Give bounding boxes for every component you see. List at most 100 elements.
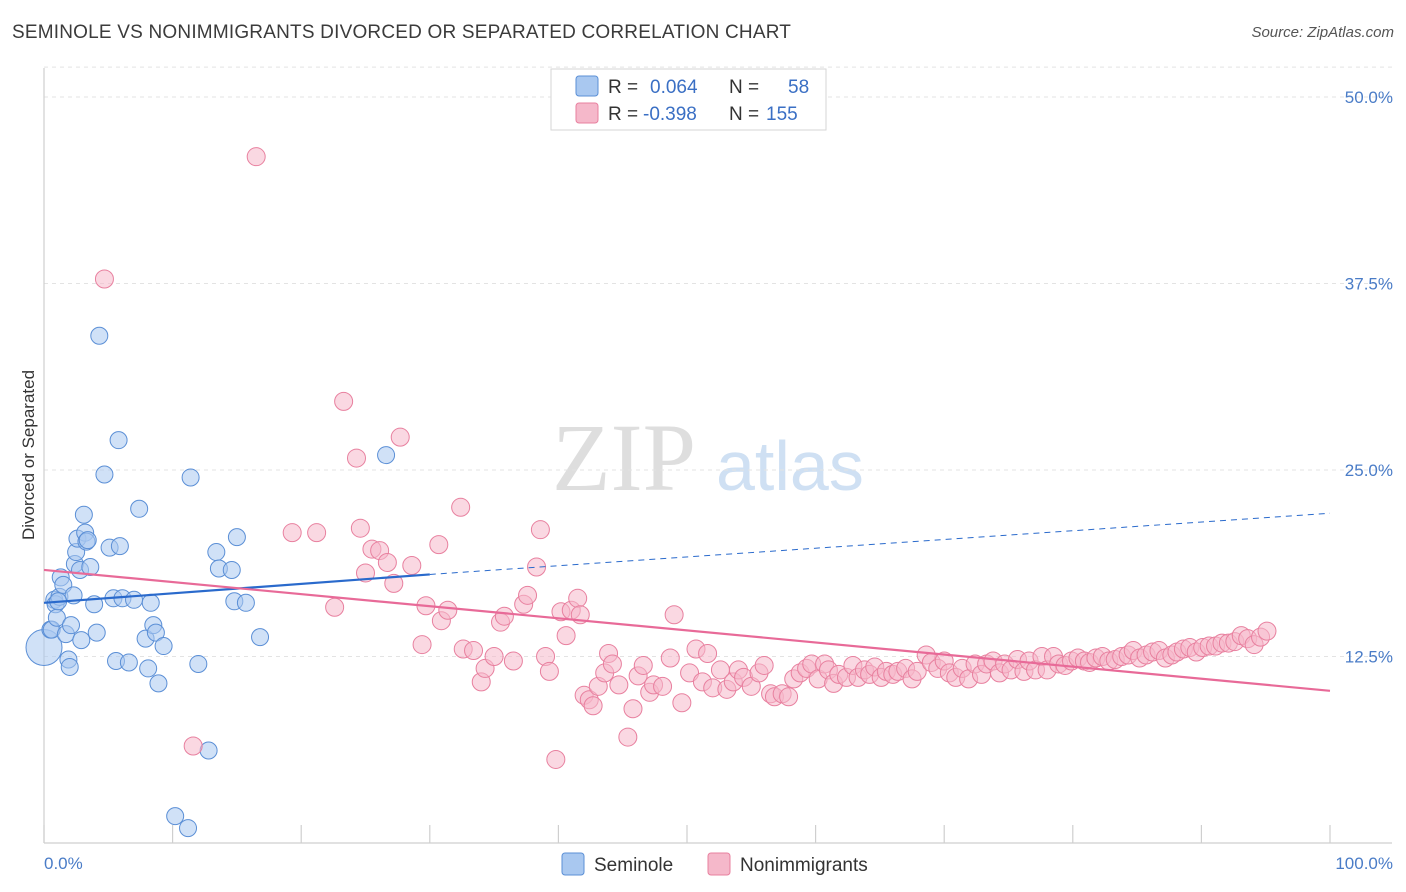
legend-r-value-1: 0.064 bbox=[650, 77, 698, 98]
nonimmigrants-point bbox=[546, 749, 566, 769]
y-axis-title: Divorced or Separated bbox=[19, 370, 38, 540]
nonimmigrants-trend-line bbox=[43, 568, 1331, 692]
nonimmigrants-point bbox=[484, 647, 504, 666]
nonimmigrants-point bbox=[356, 563, 375, 583]
source-label: Source: ZipAtlas.com bbox=[1251, 24, 1394, 41]
seminole-point bbox=[179, 819, 198, 838]
seminole-point bbox=[74, 505, 93, 524]
nonimmigrants-point bbox=[334, 391, 354, 411]
nonimmigrants-point bbox=[464, 641, 484, 661]
seminole-point bbox=[62, 616, 81, 635]
seminole-point bbox=[81, 557, 100, 576]
legend-n-label-2: N = bbox=[729, 104, 759, 125]
chart-title: SEMINOLE VS NONIMMIGRANTS DIVORCED OR SE… bbox=[12, 22, 792, 43]
nonimmigrants-point bbox=[94, 269, 114, 289]
seminole-point bbox=[110, 537, 129, 556]
nonimmigrants-point bbox=[282, 523, 302, 543]
seminole-point bbox=[154, 637, 173, 656]
y-tick-label: 37.5% bbox=[1345, 275, 1393, 294]
nonimmigrants-point bbox=[653, 676, 673, 696]
nonimmigrants-point bbox=[754, 655, 774, 675]
seminole-point bbox=[139, 659, 158, 678]
legend: R = 0.064 N = 58 R = -0.398 N = 155 bbox=[550, 68, 827, 131]
nonimmigrants-point bbox=[183, 736, 203, 756]
y-tick-label: 12.5% bbox=[1345, 648, 1393, 667]
watermark-atlas: atlas bbox=[716, 427, 864, 505]
seminole-point bbox=[141, 593, 160, 612]
nonimmigrants-point bbox=[568, 588, 588, 608]
legend-n-value-2: 155 bbox=[766, 104, 798, 125]
nonimmigrants-point bbox=[429, 535, 449, 555]
trend-lines bbox=[43, 512, 1331, 692]
nonimmigrants-point bbox=[623, 699, 643, 719]
nonimmigrants-point bbox=[390, 427, 410, 447]
nonimmigrants-point bbox=[602, 654, 622, 674]
nonimmigrants-point bbox=[618, 727, 638, 747]
seminole-points bbox=[25, 326, 396, 838]
seminole-point bbox=[130, 499, 149, 518]
legend-swatch-nonimmigrants bbox=[575, 102, 599, 124]
seminole-point bbox=[119, 653, 138, 672]
seminole-point bbox=[222, 560, 241, 579]
x-tick-label: 0.0% bbox=[44, 854, 83, 873]
seminole-point bbox=[78, 531, 97, 550]
seminole-point bbox=[189, 654, 208, 673]
nonimmigrants-point bbox=[325, 597, 345, 617]
nonimmigrants-point bbox=[451, 497, 471, 517]
nonimmigrants-point bbox=[412, 635, 432, 655]
x-tick-label: 100.0% bbox=[1335, 854, 1393, 873]
nonimmigrants-point bbox=[583, 696, 603, 716]
seminole-point bbox=[236, 593, 255, 612]
nonimmigrants-point bbox=[609, 675, 629, 695]
nonimmigrants-point bbox=[307, 523, 327, 543]
nonimmigrants-point bbox=[556, 626, 576, 646]
y-tick-label: 50.0% bbox=[1345, 88, 1393, 107]
nonimmigrants-point bbox=[350, 518, 370, 538]
watermark-zip: ZIP bbox=[552, 404, 696, 511]
seminole-point bbox=[377, 446, 396, 465]
legend-n-label-1: N = bbox=[729, 77, 759, 98]
bottom-legend-swatch-seminole bbox=[561, 852, 585, 876]
nonimmigrants-point bbox=[384, 573, 404, 593]
tick-labels: 12.5% 25.0% 37.5% 50.0% 0.0% 100.0% bbox=[44, 88, 1393, 873]
nonimmigrants-point bbox=[494, 606, 514, 626]
nonimmigrants-point bbox=[664, 605, 684, 625]
seminole-point bbox=[149, 674, 168, 693]
nonimmigrants-point bbox=[672, 693, 692, 713]
seminole-point bbox=[87, 623, 106, 642]
seminole-point bbox=[109, 431, 128, 450]
legend-r-label-1: R = bbox=[608, 77, 638, 98]
seminole-point bbox=[166, 807, 185, 826]
nonimmigrants-point bbox=[1257, 621, 1277, 641]
nonimmigrants-point bbox=[346, 448, 366, 468]
bottom-legend-seminole: Seminole bbox=[594, 855, 673, 876]
seminole-point bbox=[60, 657, 79, 676]
seminole-trend-extension bbox=[429, 512, 1331, 575]
nonimmigrants-point bbox=[779, 687, 799, 707]
nonimmigrants-point bbox=[698, 644, 718, 664]
nonimmigrants-point bbox=[438, 600, 458, 620]
grid-lines bbox=[44, 66, 1392, 657]
legend-swatch-seminole bbox=[575, 75, 599, 97]
nonimmigrants-point bbox=[633, 655, 653, 675]
nonimmigrants-point bbox=[518, 585, 538, 605]
nonimmigrants-point bbox=[246, 147, 266, 167]
seminole-point bbox=[95, 465, 114, 484]
seminole-point bbox=[227, 528, 246, 547]
seminole-point bbox=[207, 543, 226, 562]
seminole-point bbox=[125, 590, 144, 609]
axes bbox=[43, 68, 1392, 844]
seminole-point bbox=[72, 631, 91, 650]
seminole-point bbox=[251, 628, 270, 647]
bottom-legend-swatch-nonimmigrants bbox=[707, 852, 731, 876]
nonimmigrants-point bbox=[660, 648, 680, 668]
legend-r-label-2: R = bbox=[608, 104, 638, 125]
bottom-legend: Seminole Nonimmigrants bbox=[561, 852, 868, 876]
nonimmigrants-points bbox=[94, 147, 1277, 769]
seminole-point bbox=[146, 623, 165, 642]
nonimmigrants-point bbox=[377, 553, 397, 573]
nonimmigrants-point bbox=[503, 651, 523, 671]
seminole-point bbox=[90, 326, 109, 345]
nonimmigrants-point bbox=[402, 555, 422, 575]
